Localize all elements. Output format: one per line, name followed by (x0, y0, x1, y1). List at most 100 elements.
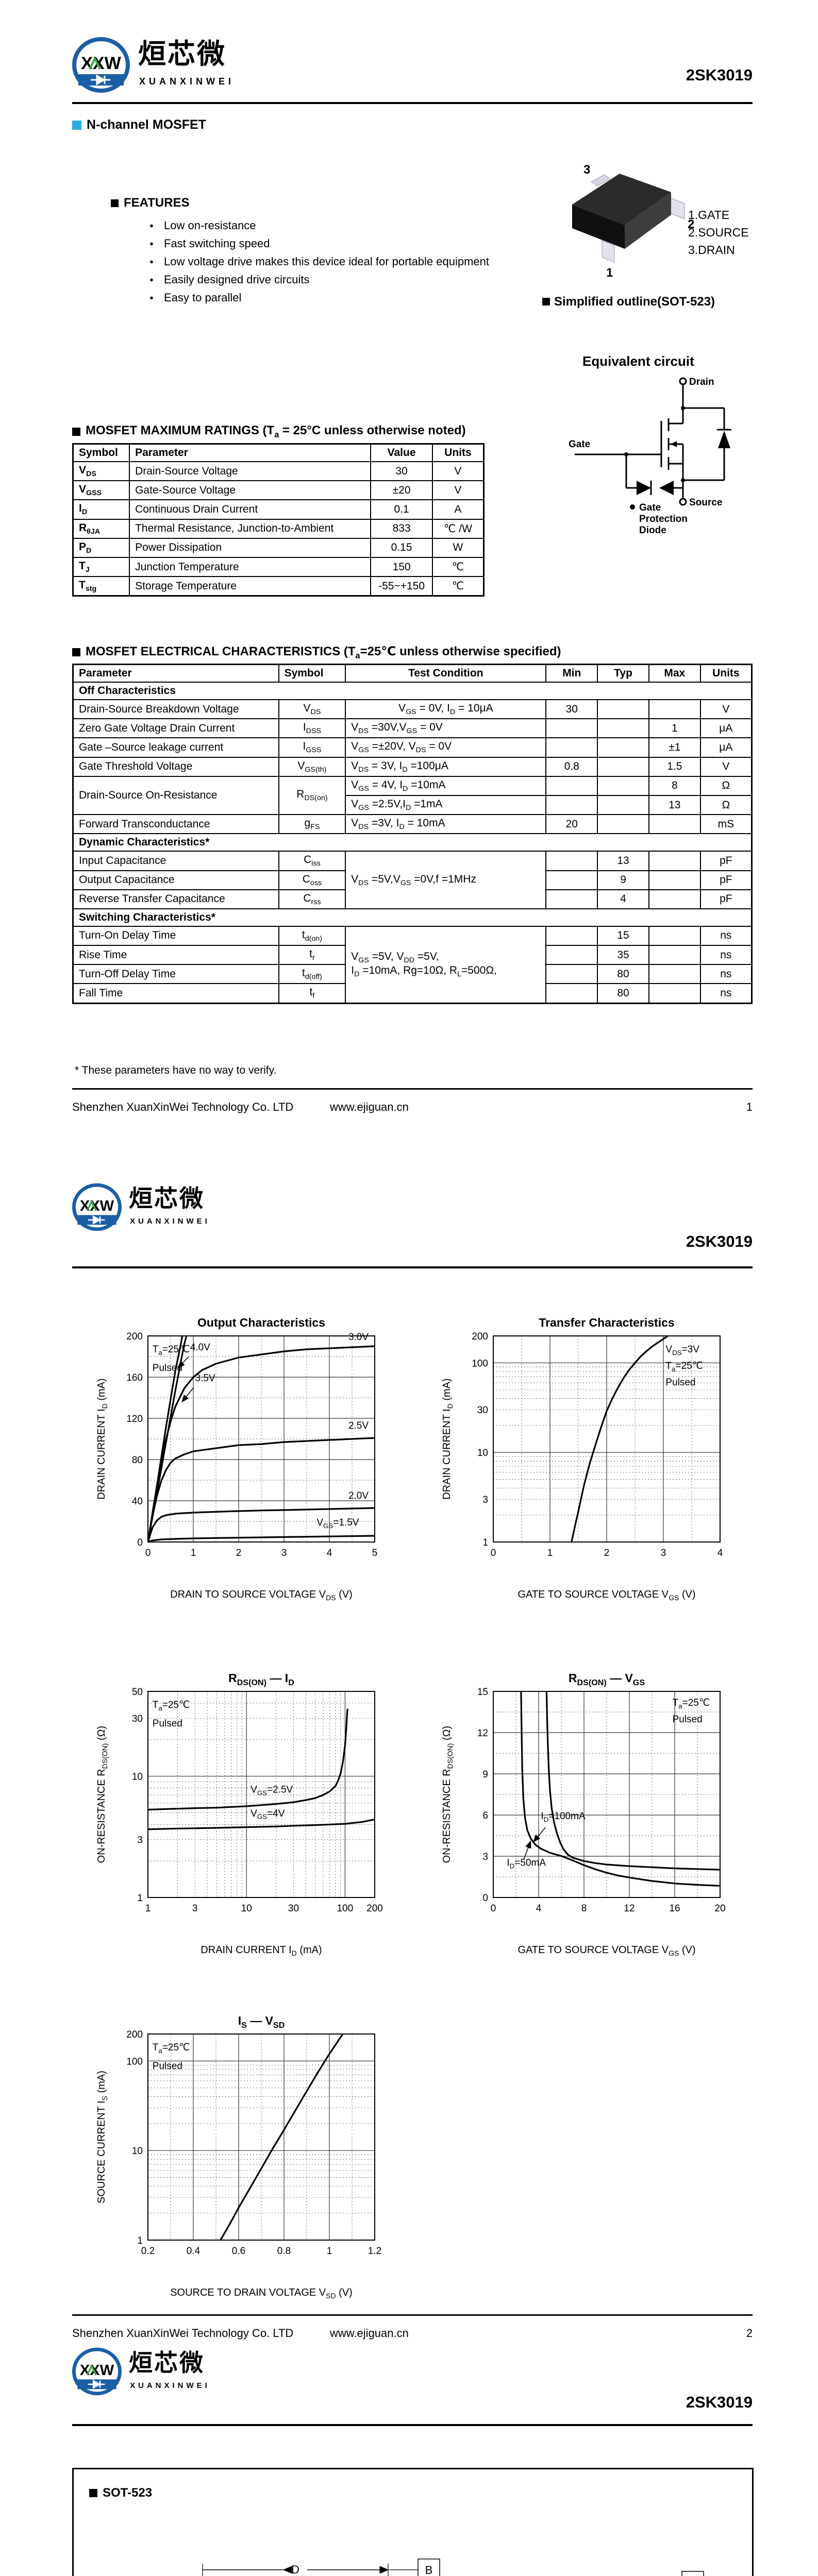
svg-text:4: 4 (536, 1903, 542, 1914)
package-dimension-drawings: D B E X (202, 2558, 704, 2576)
table-cell: Off Characteristics (72, 682, 753, 700)
svg-text:DRAIN CURRENT ID (mA): DRAIN CURRENT ID (mA) (96, 1378, 109, 1499)
table-cell: 13 (648, 794, 701, 816)
company-name-cn: 烜芯微 (129, 2349, 205, 2376)
features-heading: FEATURES (111, 196, 190, 210)
svg-text:12: 12 (477, 1728, 488, 1739)
column-header: Typ (597, 664, 649, 683)
table-cell: 150 (370, 556, 433, 578)
table-cell (597, 794, 649, 816)
svg-text:VGS=1.5V: VGS=1.5V (316, 1517, 359, 1530)
svg-text:4.0V: 4.0V (190, 1342, 210, 1353)
outline-caption: Simplified outline(SOT-523) (554, 295, 715, 309)
logo-monogram: XXW (81, 54, 121, 73)
table-cell: Gate Threshold Voltage (72, 756, 279, 777)
svg-text:20: 20 (714, 1903, 725, 1914)
doc-subtitle: N-channel MOSFET (87, 117, 206, 132)
table-cell (648, 870, 701, 890)
table-cell: pF (699, 851, 753, 871)
svg-text:1: 1 (547, 1548, 553, 1558)
svg-text:RDS(ON) — VGS: RDS(ON) — VGS (569, 1671, 645, 1687)
table-row: Tstg Storage Temperature -55~+150 ℃ (72, 576, 485, 597)
table-row: Drain-Source On-Resistance RDS(on) VGS = 4… (72, 775, 753, 816)
table-cell (597, 756, 649, 777)
table-row: VGS =2.5V,ID =1mA 13 Ω (73, 794, 753, 816)
table-cell: ns (699, 945, 753, 965)
svg-text:3: 3 (661, 1548, 666, 1558)
table-cell (597, 718, 649, 739)
svg-text:3: 3 (137, 1835, 143, 1846)
list-item: Easily designed drive circuits (149, 270, 541, 289)
black-square-icon (89, 2489, 97, 2497)
rdson-vs-vgs-chart: 0 4 8 12 16 20 0 3 6 9 12 15 RDS(ON) — VGS GATE TO SO… (436, 1667, 755, 1960)
equiv-protection-label-2: Protection (639, 514, 688, 524)
table-cell: 0.8 (545, 756, 598, 777)
svg-text:Ta=25℃: Ta=25℃ (665, 1361, 703, 1373)
table-cell (648, 983, 701, 1004)
table-cell: Junction Temperature (129, 556, 372, 578)
features-title: FEATURES (124, 196, 190, 210)
company-name-en: XUANXINWEI (139, 76, 235, 87)
svg-text:0.8: 0.8 (277, 2246, 291, 2257)
svg-text:100: 100 (472, 1358, 488, 1369)
table-cell: 30 (545, 699, 598, 720)
table-cell: VDS =30V,VGS = 0V (345, 718, 547, 739)
page-number: 1 (746, 1100, 753, 1113)
table-cell: 20 (545, 814, 598, 835)
table-cell: 15 (597, 925, 649, 946)
table-row: PD Power Dissipation 0.15 W (72, 537, 485, 558)
table-cell (545, 964, 598, 985)
table-cell (597, 814, 649, 835)
table-cell (545, 737, 598, 758)
black-square-icon (542, 298, 550, 306)
table-cell: 35 (597, 945, 649, 965)
table-cell: VDS =3V, ID = 10mA (345, 814, 547, 835)
output-characteristics-chart: 0 1 2 3 4 5 0 40 80 120 160 200 Output Characteristi… (90, 1311, 410, 1605)
table-cell: Drain-Source Voltage (129, 461, 372, 482)
svg-text:SOURCE CURRENT IS (mA): SOURCE CURRENT IS (mA) (96, 2071, 109, 2204)
svg-text:ID=100mA: ID=100mA (541, 1811, 586, 1823)
data-table: Symbol Parameter Value Units VDS Drain-Source… (72, 443, 485, 597)
svg-text:2.0V: 2.0V (348, 1490, 369, 1501)
table-cell: Zero Gate Voltage Drain Current (72, 718, 279, 739)
table-cell: Gate-Source Voltage (129, 480, 372, 501)
svg-text:0: 0 (145, 1548, 151, 1558)
footer-company: Shenzhen XuanXinWei Technology Co. LTD (72, 1100, 294, 1113)
table-cell (545, 775, 598, 796)
table-row: VDS Drain-Source Voltage 30 V (72, 461, 485, 482)
table-cell: 80 (597, 964, 649, 985)
table-row: Gate Threshold Voltage VGS(th) VDS = 3V, I… (72, 756, 753, 777)
table-cell: μA (699, 718, 753, 739)
svg-text:1: 1 (145, 1903, 151, 1914)
table-cell: Turn-Off Delay Time (72, 964, 279, 985)
table-row: Zero Gate Voltage Drain Current IDSS VDS =… (72, 718, 753, 739)
svg-text:GATE TO SOURCE VOLTAGE VGS: GATE TO SOURCE VOLTAGE VGS (V) (517, 1589, 695, 1602)
data-table: Parameter Symbol Test Condition Min Typ Max Un… (72, 664, 753, 1004)
table-cell (597, 775, 649, 796)
company-logo: XXW (72, 2347, 122, 2399)
svg-text:2: 2 (236, 1548, 242, 1558)
svg-text:ON-RESISTANCE RDS(ON) (Ω): ON-RESISTANCE RDS(ON) (Ω) (441, 1726, 454, 1863)
equiv-source-label: Source (689, 497, 722, 508)
column-header: Value (370, 443, 433, 462)
svg-text:1: 1 (482, 1537, 488, 1548)
table-cell: Power Dissipation (129, 537, 372, 558)
table-cell: Fall Time (72, 983, 279, 1004)
table-cell: ns (699, 925, 753, 946)
svg-text:1: 1 (137, 1893, 143, 1904)
table-row: RθJA Thermal Resistance, Junction-to-Ambi… (72, 518, 485, 539)
table-cell: Turn-On Delay Time (72, 925, 279, 946)
table-cell: V (431, 461, 485, 482)
svg-text:0: 0 (491, 1548, 496, 1558)
table-cell: ns (699, 964, 753, 985)
outline-caption-row: Simplified outline(SOT-523) (542, 295, 715, 309)
table-cell: VDS = 3V, ID =100μA (345, 756, 547, 777)
table-cell: VDS =5V,VGS =0V,f =1MHz (345, 851, 547, 909)
table-cell: VGS =±20V, VDS = 0V (345, 737, 547, 758)
column-header: Units (699, 664, 753, 683)
table-cell (545, 983, 598, 1004)
equiv-protection-label-1: Gate (639, 502, 661, 513)
max-ratings-table: Symbol Parameter Value Units VDS Drain-Source… (72, 443, 485, 597)
table-cell: Output Capacitance (72, 870, 279, 890)
company-name-en: XUANXINWEI (130, 2381, 210, 2390)
